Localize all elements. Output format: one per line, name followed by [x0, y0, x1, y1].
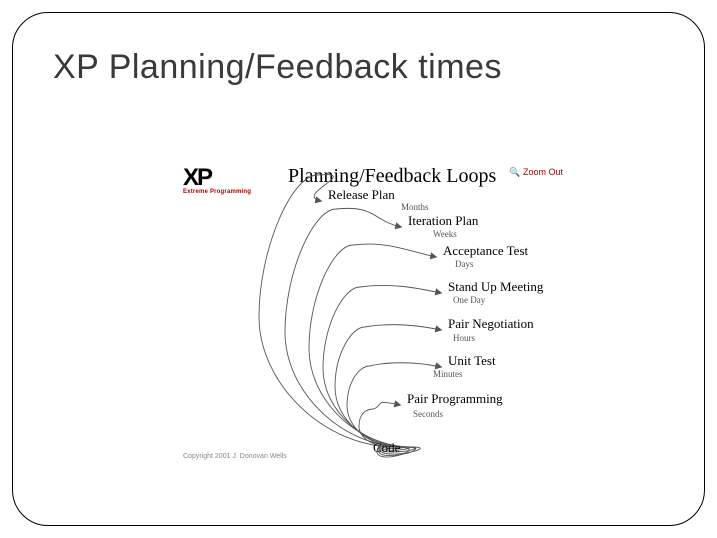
loop-path: [335, 325, 441, 451]
center-label: Code: [373, 440, 400, 456]
loop-timescale: Weeks: [433, 229, 457, 239]
loop-timescale: Months: [401, 202, 429, 212]
loop-path: [259, 175, 409, 457]
copyright-text: Copyright 2001 J. Donovan Wells: [183, 453, 287, 460]
loop-label: Stand Up Meeting: [448, 279, 543, 295]
loop-label: Unit Test: [448, 353, 496, 369]
slide-title: XP Planning/Feedback times: [53, 48, 502, 87]
loop-timescale: Seconds: [413, 409, 443, 419]
feedback-loop-diagram: XP Extreme Programming Planning/Feedback…: [173, 153, 573, 468]
loop-timescale: Hours: [453, 333, 475, 343]
loop-timescale: Minutes: [433, 369, 463, 379]
loop-timescale: One Day: [453, 295, 485, 305]
loop-label: Release Plan: [328, 187, 395, 203]
loop-label: Iteration Plan: [408, 213, 478, 229]
loop-label: Pair Negotiation: [448, 316, 534, 332]
loop-label: Pair Programming: [407, 391, 503, 407]
slide-frame: XP Planning/Feedback times XP Extreme Pr…: [12, 12, 705, 526]
loop-path: [309, 244, 436, 454]
loop-timescale: Days: [455, 259, 474, 269]
loop-label: Acceptance Test: [443, 243, 528, 259]
